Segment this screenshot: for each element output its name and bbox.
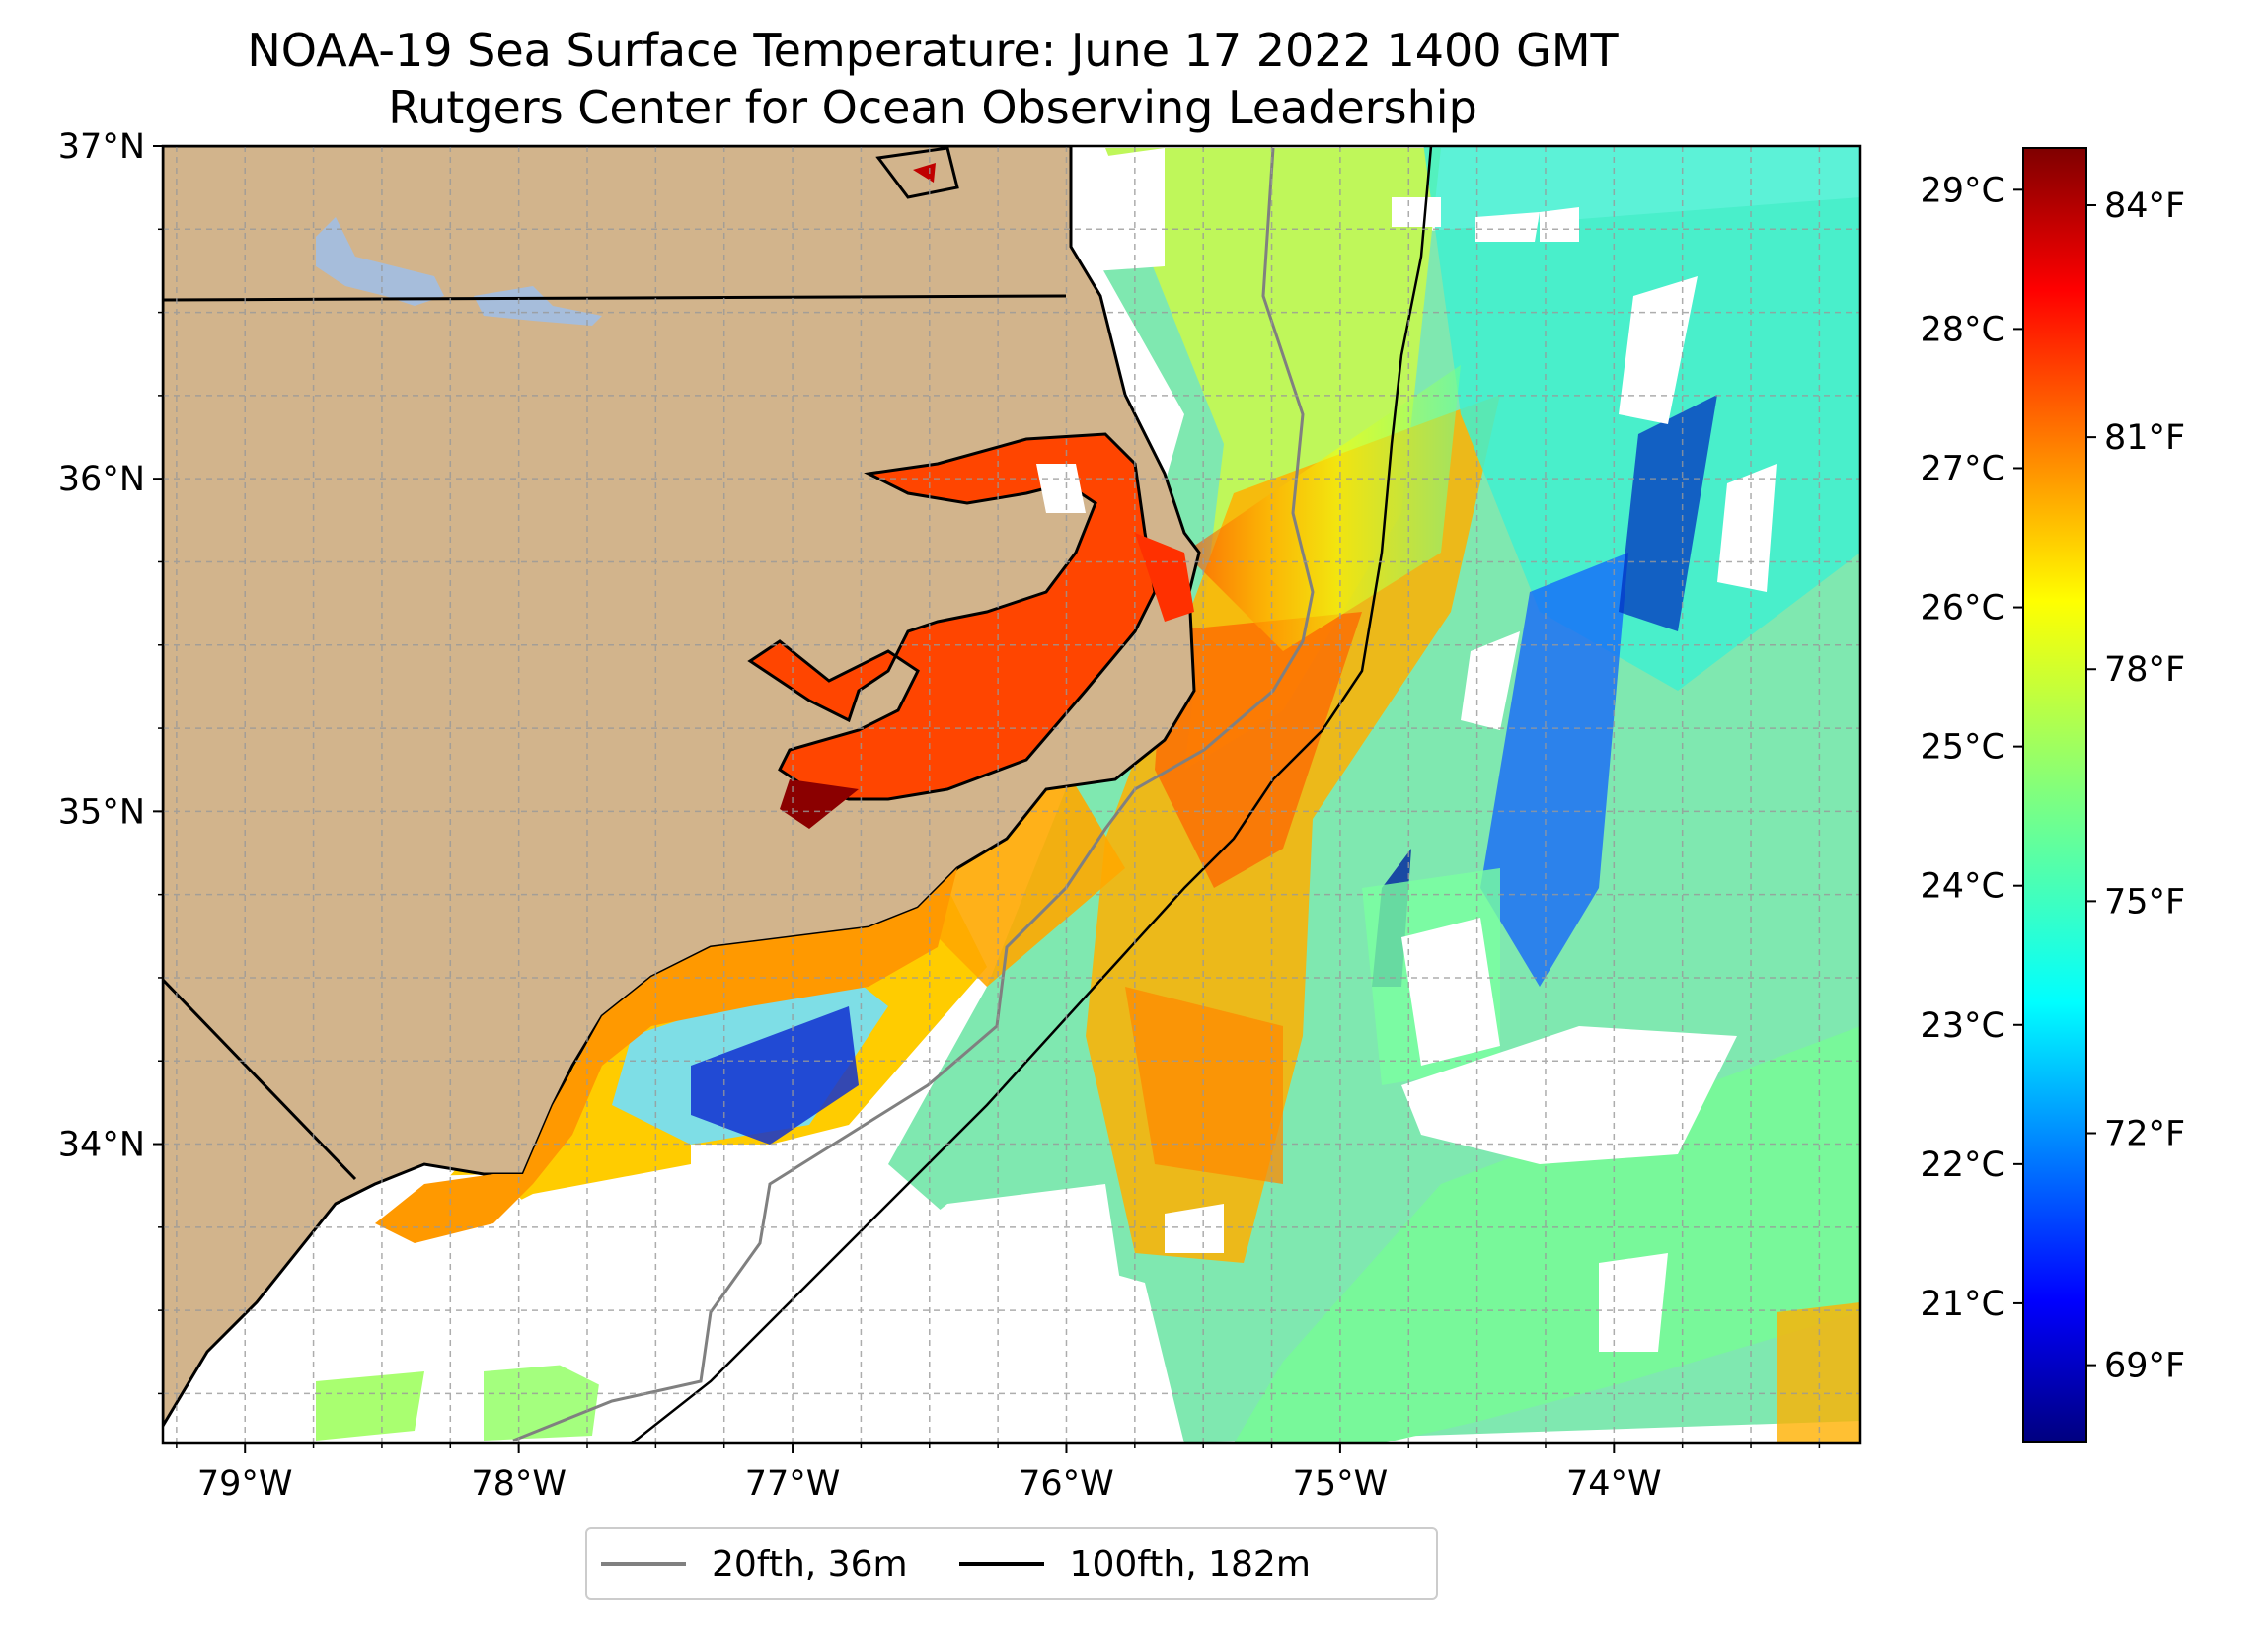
legend-swatch-20fth — [601, 1562, 686, 1566]
colorbar-f-label: 81°F — [2104, 418, 2185, 458]
coastal-warm-band — [375, 868, 957, 1243]
lat-tick-label: 35°N — [58, 792, 145, 832]
colorbar-c-label: 26°C — [1921, 589, 2005, 628]
lat-tick-label: 34°N — [58, 1126, 145, 1165]
lon-tick-label: 76°W — [1019, 1464, 1114, 1504]
colorbar-c-label: 27°C — [1921, 449, 2005, 488]
latitude-axis: 37°N 36°N 35°N 34°N — [58, 127, 163, 1395]
lon-tick-label: 77°W — [745, 1464, 841, 1504]
legend-label-20fth: 20fth, 36m — [712, 1543, 908, 1585]
colorbar-c-label: 23°C — [1921, 1006, 2005, 1046]
lat-tick-label: 36°N — [58, 460, 145, 499]
colorbar-c-label: 24°C — [1921, 867, 2005, 907]
colorbar-c-label: 29°C — [1921, 171, 2005, 210]
legend-swatch-100fth — [958, 1562, 1044, 1566]
colorbar-f-label: 78°F — [2104, 650, 2185, 690]
map-frame — [161, 144, 1862, 1445]
lon-tick-label: 78°W — [471, 1464, 567, 1504]
colorbar-f-label: 84°F — [2104, 186, 2185, 226]
chart-title: NOAA-19 Sea Surface Temperature: June 17… — [0, 22, 1865, 136]
colorbar-c-label: 28°C — [1921, 310, 2005, 349]
legend-item-100fth: 100fth, 182m — [958, 1543, 1311, 1585]
colorbar-fahrenheit-axis: 84°F 81°F 78°F 75°F 72°F 69°F — [2086, 186, 2185, 1386]
legend-label-100fth: 100fth, 182m — [1069, 1543, 1311, 1585]
colorbar-celsius-axis: 29°C 28°C 27°C 26°C 25°C 24°C 23°C 22°C 21°C — [1921, 171, 2023, 1324]
lon-tick-label: 75°W — [1293, 1464, 1389, 1504]
map-plot-area — [163, 146, 1860, 1443]
lon-tick-label: 74°W — [1566, 1464, 1662, 1504]
legend-item-20fth: 20fth, 36m — [601, 1544, 908, 1585]
longitude-axis: 79°W 78°W 77°W 76°W 75°W 74°W — [176, 1443, 1821, 1504]
colorbar-f-label: 69°F — [2104, 1347, 2185, 1386]
sounds — [747, 146, 1194, 829]
colorbar-c-label: 25°C — [1921, 728, 2005, 768]
colorbar-f-label: 75°F — [2104, 882, 2185, 922]
colorbar-c-label: 22°C — [1921, 1146, 2005, 1185]
lakes — [316, 217, 602, 326]
lon-tick-label: 79°W — [197, 1464, 293, 1504]
title-line-1: NOAA-19 Sea Surface Temperature: June 17… — [247, 24, 1619, 77]
lat-tick-label: 37°N — [58, 127, 145, 167]
gridlines — [163, 146, 1860, 1443]
isobath-100fth — [631, 146, 1433, 1443]
title-line-2: Rutgers Center for Ocean Observing Leade… — [388, 81, 1477, 134]
isobath-legend: 20fth, 36m 100fth, 182m — [585, 1527, 1438, 1600]
colorbar-f-label: 72°F — [2104, 1114, 2185, 1153]
colorbar — [2022, 147, 2087, 1443]
colorbar-c-label: 21°C — [1921, 1285, 2005, 1324]
